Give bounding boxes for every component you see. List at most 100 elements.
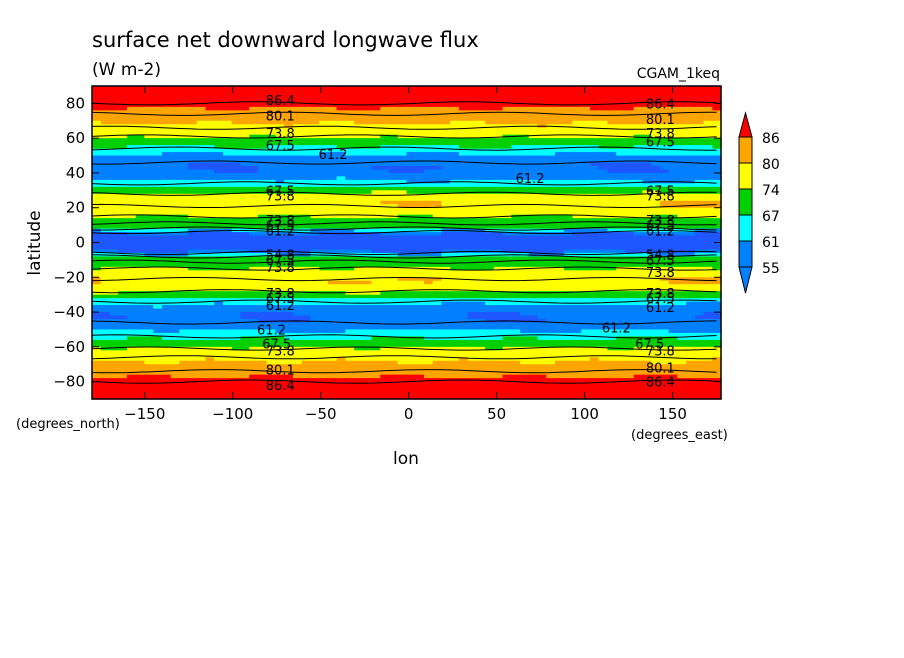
heatmap-cell (266, 214, 277, 219)
heatmap-cell (336, 145, 346, 150)
heatmap-cell (511, 249, 521, 254)
heatmap-cell (100, 225, 111, 230)
heatmap-cell (205, 315, 215, 320)
heatmap-cell (389, 235, 399, 240)
heatmap-cell (109, 103, 119, 108)
heatmap-cell (537, 172, 547, 178)
heatmap-cell (476, 120, 486, 125)
heatmap-cell (362, 92, 373, 98)
heatmap-cell (511, 92, 521, 98)
heatmap-cell (266, 263, 277, 268)
heatmap-cell (292, 325, 303, 331)
heatmap-cell (712, 256, 722, 261)
heatmap-cell (686, 148, 696, 153)
heatmap-cell (476, 197, 486, 202)
heatmap-cell (659, 138, 670, 143)
heatmap-cell (135, 145, 146, 150)
heatmap-cell (441, 183, 451, 188)
heatmap-cell (153, 200, 163, 205)
heatmap-cell (223, 312, 233, 317)
heatmap-cell (118, 245, 128, 251)
heatmap-cell (703, 235, 713, 240)
heatmap-cell (668, 239, 678, 244)
heatmap-cell (380, 308, 390, 313)
heatmap-cell (92, 298, 102, 303)
heatmap-cell (458, 120, 469, 125)
heatmap-cell (633, 312, 643, 317)
heatmap-cell (528, 176, 539, 181)
heatmap-cell (686, 287, 696, 292)
heatmap-cell (712, 176, 722, 181)
heatmap-cell (633, 259, 643, 264)
heatmap-cell (563, 120, 574, 125)
heatmap-cell (336, 245, 346, 251)
heatmap-cell (292, 294, 303, 299)
heatmap-cell (589, 218, 600, 223)
heatmap-cell (520, 204, 530, 209)
heatmap-cell (537, 239, 547, 244)
heatmap-cell (362, 193, 373, 198)
heatmap-cell (563, 266, 574, 271)
heatmap-cell (598, 211, 609, 216)
heatmap-cell (502, 225, 512, 230)
heatmap-cell (118, 221, 128, 226)
heatmap-cell (703, 273, 713, 278)
heatmap-cell (205, 312, 215, 317)
heatmap-cell (659, 117, 670, 122)
heatmap-cell (415, 312, 425, 317)
heatmap-cell (607, 148, 617, 153)
heatmap-cell (301, 169, 312, 174)
heatmap-cell (214, 301, 224, 306)
heatmap-cell (651, 120, 661, 125)
heatmap-cell (624, 214, 635, 219)
heatmap-cell (100, 117, 111, 122)
heatmap-cell (153, 183, 163, 188)
heatmap-cell (458, 113, 469, 118)
heatmap-cell (179, 287, 189, 292)
heatmap-cell (380, 221, 390, 226)
heatmap-cell (205, 152, 215, 157)
heatmap-cell (214, 294, 224, 299)
heatmap-cell (118, 162, 128, 167)
heatmap-cell (118, 322, 128, 327)
heatmap-cell (205, 124, 215, 129)
heatmap-cell (703, 277, 713, 282)
heatmap-cell (511, 169, 521, 174)
heatmap-cell (546, 315, 556, 320)
heatmap-cell (677, 103, 687, 108)
heatmap-cell (476, 127, 486, 132)
heatmap-cell (266, 169, 277, 174)
heatmap-cell (397, 152, 408, 157)
heatmap-cell (257, 176, 268, 181)
heatmap-cell (266, 162, 277, 167)
heatmap-cell (135, 242, 146, 247)
heatmap-cell (397, 92, 408, 98)
heatmap-cell (301, 218, 312, 223)
heatmap-cell (371, 242, 381, 247)
heatmap-cell (153, 249, 163, 254)
heatmap-cell (126, 228, 137, 233)
heatmap-cell (537, 193, 547, 198)
heatmap-cell (616, 89, 626, 94)
heatmap-cell (528, 239, 539, 244)
heatmap-cell (92, 200, 102, 205)
heatmap-cell (686, 162, 696, 167)
heatmap-cell (555, 315, 565, 320)
heatmap-cell (502, 89, 512, 94)
heatmap-cell (118, 179, 128, 184)
heatmap-cell (624, 92, 635, 98)
heatmap-cell (677, 176, 687, 181)
heatmap-cell (598, 232, 609, 237)
heatmap-cell (493, 235, 504, 240)
heatmap-cell (336, 322, 346, 327)
heatmap-cell (432, 259, 443, 264)
heatmap-cell (292, 284, 303, 289)
heatmap-cell (703, 176, 713, 181)
heatmap-cell (467, 273, 477, 278)
heatmap-cell (109, 113, 119, 118)
heatmap-cell (266, 242, 277, 247)
heatmap-cell (310, 225, 320, 230)
heatmap-cell (275, 266, 285, 271)
heatmap-cell (703, 86, 713, 91)
heatmap-cell (327, 179, 338, 184)
